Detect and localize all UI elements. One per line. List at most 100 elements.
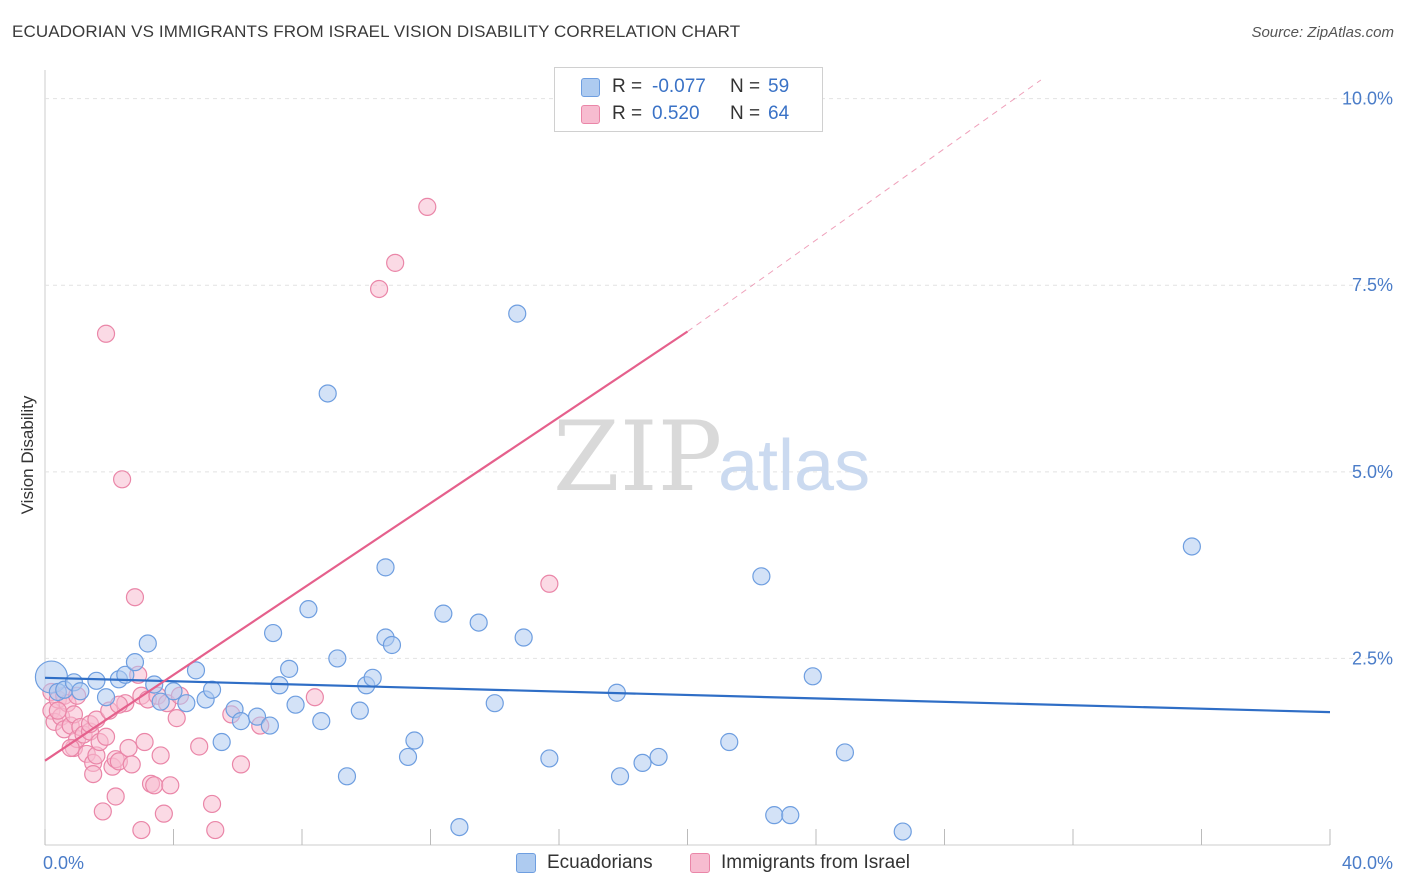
legend-n-label: N = <box>730 76 761 97</box>
ecuadorian-point <box>434 604 453 623</box>
ecuadorian-point <box>231 712 251 731</box>
israel-point <box>135 732 154 752</box>
ecuadorian-point <box>177 694 196 713</box>
israel-point <box>370 279 389 299</box>
ecuadorian-point <box>803 667 822 686</box>
legend-label: Ecuadorians <box>547 852 653 873</box>
ecuadorian-point <box>649 747 668 767</box>
ecuadorian-point <box>318 384 337 403</box>
ecuadorian-point <box>151 692 170 711</box>
series-israel-points <box>42 197 559 840</box>
legend-r-value: 0.520 <box>652 103 700 124</box>
legend-row-israel: R = 0.520 N = 64 <box>581 101 789 127</box>
ecuadorian-point <box>405 731 424 750</box>
ecuadorian-point <box>835 743 855 762</box>
ecuadorian-point <box>508 304 527 323</box>
israel-point <box>151 746 170 765</box>
legend-swatch-pink <box>581 104 600 124</box>
ecuadorian-point <box>312 712 331 731</box>
ecuadorian-point <box>280 659 299 678</box>
x-axis-ticks <box>44 829 1331 845</box>
israel-point <box>48 701 67 720</box>
ecuadorian-point <box>765 806 784 825</box>
source-credit: Source: ZipAtlas.com <box>1251 24 1394 41</box>
israel-point <box>386 253 405 272</box>
ecuadorian-point <box>263 623 283 643</box>
israel-point <box>106 787 125 806</box>
x-tick-label: 0.0% <box>43 853 84 873</box>
israel-point <box>540 574 559 593</box>
israel-point <box>125 588 145 607</box>
ecuadorian-point <box>469 613 488 632</box>
israel-point <box>161 776 180 795</box>
watermark-atlas-text: atlas <box>718 426 870 506</box>
ecuadorian-point <box>186 661 206 680</box>
correlation-legend: R = -0.077 N = 59 R = 0.520 N = 64 <box>554 67 823 132</box>
ecuadorian-point <box>514 628 533 647</box>
legend-n-label: N = <box>730 103 761 124</box>
watermark: ZIP atlas <box>553 401 870 513</box>
legend-r-label: R = <box>612 103 643 124</box>
ecuadorian-point <box>328 649 347 668</box>
legend-r-value: -0.077 <box>652 76 706 97</box>
legend-n-value: 64 <box>768 103 790 124</box>
ecuadorian-point <box>363 668 382 687</box>
y-tick-label: 7.5% <box>1352 275 1393 295</box>
israel-point <box>418 197 437 216</box>
ecuadorian-point <box>485 694 504 713</box>
legend-item-ecuadorians: Ecuadorians <box>516 852 653 874</box>
y-tick-label: 5.0% <box>1352 462 1393 482</box>
israel-point <box>206 820 225 840</box>
ecuadorian-point <box>260 716 279 735</box>
legend-swatch-blue <box>581 77 600 97</box>
ecuadorian-point <box>752 567 771 586</box>
ecuadorian-point <box>781 806 800 825</box>
ecuadorian-point <box>71 682 90 701</box>
israel-point <box>132 820 151 840</box>
y-axis-tick-labels: 2.5% 5.0% 7.5% 10.0% <box>1342 89 1393 669</box>
chart-title: ECUADORIAN VS IMMIGRANTS FROM ISRAEL VIS… <box>12 22 741 41</box>
ecuadorian-point <box>1182 537 1201 556</box>
ecuadorian-point <box>398 747 418 767</box>
ecuadorian-point <box>125 653 145 672</box>
y-tick-label: 10.0% <box>1342 89 1393 109</box>
legend-r-label: R = <box>612 76 643 97</box>
legend-row-ecuadorians: R = -0.077 N = 59 <box>581 74 789 100</box>
ecuadorian-point <box>138 634 157 653</box>
ecuadorian-point <box>299 600 318 619</box>
israel-point <box>93 802 112 821</box>
ecuadorian-point <box>337 767 357 786</box>
ecuadorian-point <box>164 682 183 701</box>
ecuadorian-point <box>610 767 630 786</box>
ecuadorian-point <box>87 671 106 690</box>
ecuadorian-point <box>96 688 116 707</box>
watermark-zip-text: ZIP <box>553 401 722 513</box>
series-ecuadorians-points <box>34 304 1201 841</box>
ecuadorian-point <box>286 695 305 714</box>
legend-item-israel: Immigrants from Israel <box>690 852 910 874</box>
israel-point <box>96 727 116 746</box>
ecuadorian-point <box>247 707 267 726</box>
israel-point <box>96 324 116 343</box>
ecuadorian-point <box>720 732 739 752</box>
israel-point <box>119 738 138 758</box>
y-tick-label: 2.5% <box>1352 648 1393 668</box>
ecuadorian-point <box>212 732 231 752</box>
israel-point <box>154 804 173 823</box>
israel-point <box>145 776 164 795</box>
ecuadorian-point <box>376 558 395 577</box>
legend-label: Immigrants from Israel <box>721 852 910 873</box>
trend-lines <box>44 79 1331 762</box>
ecuadorian-point <box>450 817 469 837</box>
series-legend: Ecuadorians Immigrants from Israel <box>0 852 1406 878</box>
x-axis-tick-labels: 0.0% 40.0% <box>43 853 1393 873</box>
israel-point <box>190 737 209 756</box>
israel-point <box>305 688 324 707</box>
legend-n-value: 59 <box>768 76 790 97</box>
israel-point <box>112 470 132 489</box>
israel-point <box>202 794 222 814</box>
ecuadorian-point <box>633 753 652 773</box>
ecuadorian-point <box>350 701 369 720</box>
israel-point <box>231 755 251 774</box>
